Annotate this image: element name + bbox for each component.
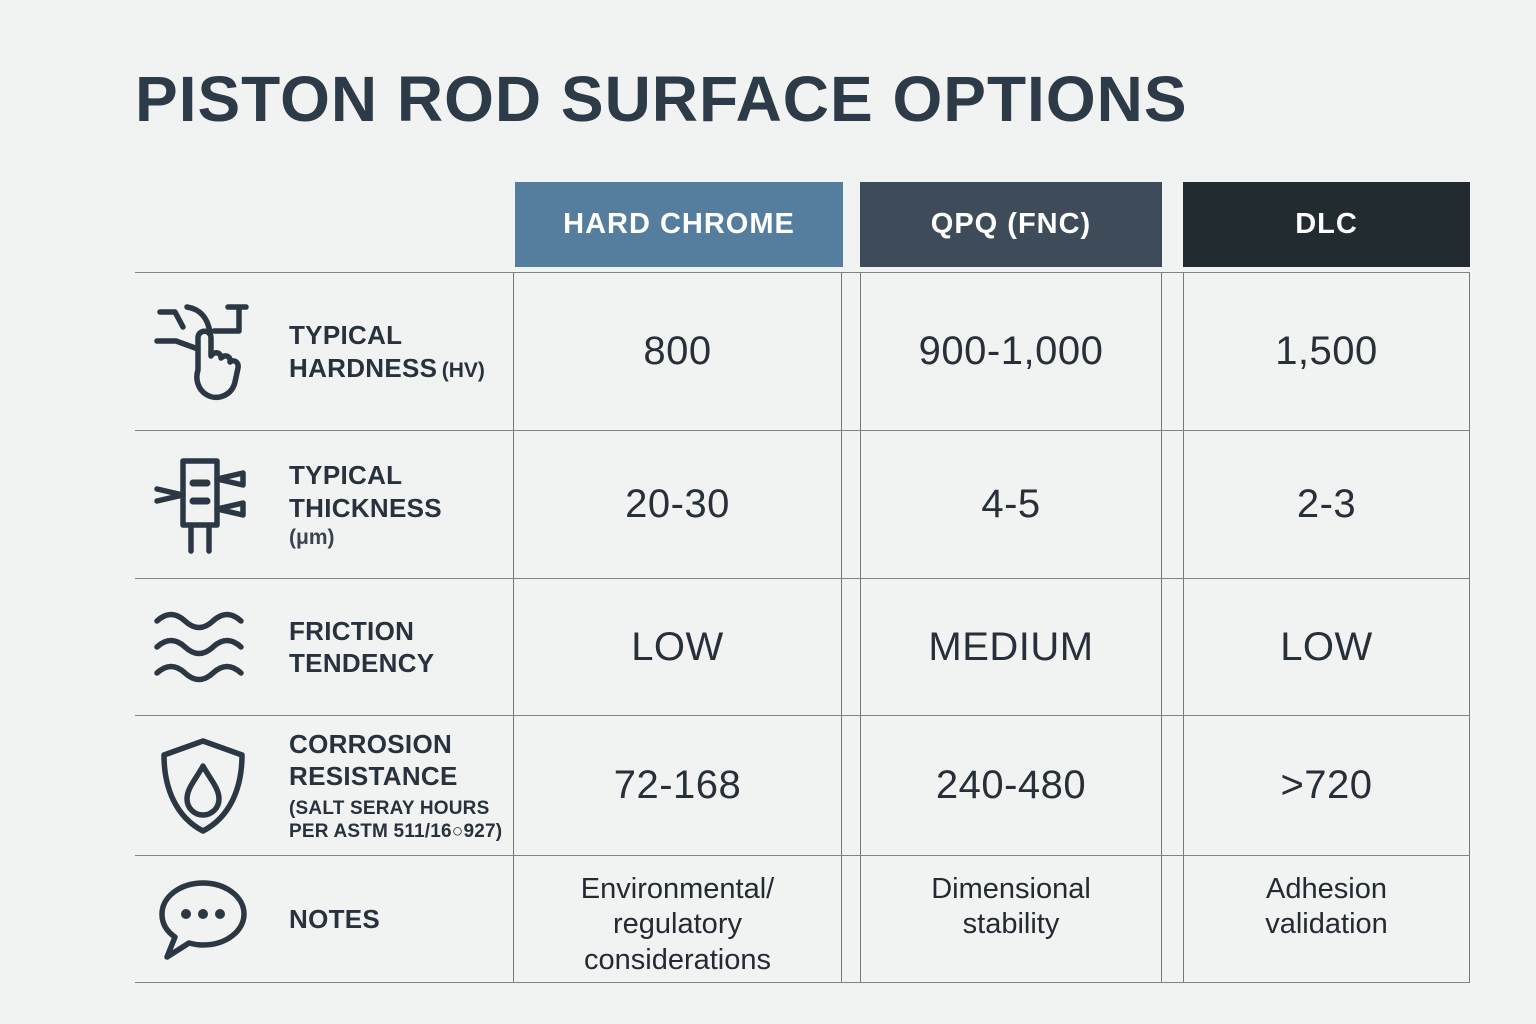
row-label: TYPICAL HARDNESS — [289, 320, 438, 383]
cell-friction-dlc: LOW — [1183, 579, 1470, 715]
column-gap — [842, 431, 860, 578]
column-gap — [1162, 431, 1183, 578]
cell-thickness-dlc: 2-3 — [1183, 431, 1470, 578]
cell-thickness-hard-chrome: 20-30 — [513, 431, 842, 578]
column-header-label: DLC — [1295, 208, 1358, 240]
table-row-hardness: TYPICAL HARDNESS (HV) 800 900-1,000 1,50… — [135, 272, 1470, 430]
column-header-dlc: DLC — [1183, 182, 1470, 267]
column-header-qpq-fnc: QPQ (FNC) — [860, 182, 1162, 267]
row-header-hardness: TYPICAL HARDNESS (HV) — [135, 273, 513, 430]
column-gap — [1162, 579, 1183, 715]
column-gap — [842, 716, 860, 855]
row-unit: (μm) — [289, 526, 335, 549]
cell-friction-hard-chrome: LOW — [513, 579, 842, 715]
cell-notes-dlc: Adhesion validation — [1183, 856, 1470, 982]
column-gap — [1162, 273, 1183, 430]
comparison-table: TYPICAL HARDNESS (HV) 800 900-1,000 1,50… — [135, 272, 1470, 983]
cell-thickness-qpq: 4-5 — [860, 431, 1162, 578]
row-sublabel: (SALT SERAY HOURS PER ASTM 511/16○927) — [289, 797, 503, 842]
cell-corrosion-qpq: 240-480 — [860, 716, 1162, 855]
column-header-label: QPQ (FNC) — [930, 208, 1092, 240]
row-unit: (HV) — [441, 358, 485, 382]
thickness-caliper-icon — [151, 453, 255, 557]
column-gap — [842, 856, 860, 982]
column-header-hard-chrome: HARD CHROME — [515, 182, 843, 267]
table-row-thickness: TYPICAL THICKNESS (μm) 20-30 4-5 2-3 — [135, 430, 1470, 578]
column-gap — [842, 273, 860, 430]
page-title: PISTON ROD SURFACE OPTIONS — [135, 63, 1188, 135]
table-row-friction: FRICTION TENDENCY LOW MEDIUM LOW — [135, 578, 1470, 715]
column-header-label: HARD CHROME — [563, 208, 795, 240]
row-header-thickness: TYPICAL THICKNESS (μm) — [135, 431, 513, 578]
row-label: TYPICAL THICKNESS — [289, 460, 442, 523]
cell-hardness-hard-chrome: 800 — [513, 273, 842, 430]
cell-corrosion-dlc: >720 — [1183, 716, 1470, 855]
cell-corrosion-hard-chrome: 72-168 — [513, 716, 842, 855]
row-label: CORROSION RESISTANCE — [289, 728, 458, 792]
notes-speech-icon — [151, 867, 255, 971]
row-label: NOTES — [289, 903, 381, 934]
hardness-press-icon — [151, 300, 255, 404]
table-row-notes: NOTES Environmental/ regulatory consider… — [135, 855, 1470, 983]
cell-notes-hard-chrome: Environmental/ regulatory considerations — [513, 856, 842, 982]
column-gap — [1162, 716, 1183, 855]
friction-waves-icon — [151, 595, 255, 699]
cell-notes-qpq: Dimensional stability — [860, 856, 1162, 982]
column-gap — [842, 579, 860, 715]
cell-hardness-dlc: 1,500 — [1183, 273, 1470, 430]
cell-friction-qpq: MEDIUM — [860, 579, 1162, 715]
row-header-notes: NOTES — [135, 856, 513, 982]
column-gap — [1162, 856, 1183, 982]
row-header-corrosion: CORROSION RESISTANCE (SALT SERAY HOURS P… — [135, 716, 513, 855]
row-label: FRICTION TENDENCY — [289, 615, 435, 679]
corrosion-shield-icon — [151, 734, 255, 838]
table-row-corrosion: CORROSION RESISTANCE (SALT SERAY HOURS P… — [135, 715, 1470, 855]
cell-hardness-qpq: 900-1,000 — [860, 273, 1162, 430]
row-header-friction: FRICTION TENDENCY — [135, 579, 513, 715]
